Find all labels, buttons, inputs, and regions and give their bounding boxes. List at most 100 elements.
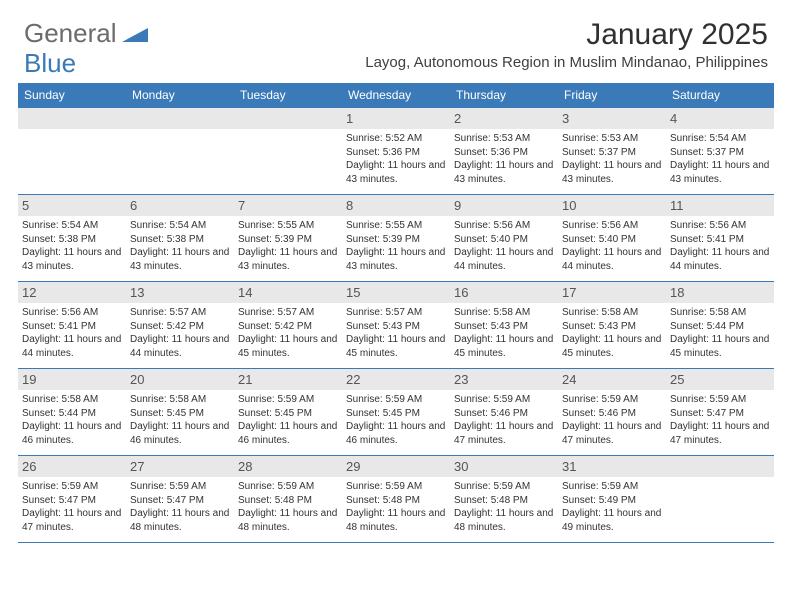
sunrise-text: Sunrise: 5:56 AM bbox=[22, 307, 98, 318]
date-number: 26 bbox=[18, 456, 126, 477]
daylight-text: Daylight: 11 hours and 44 minutes. bbox=[22, 334, 121, 359]
daylight-text: Daylight: 11 hours and 47 minutes. bbox=[22, 508, 121, 533]
daylight-text: Daylight: 11 hours and 46 minutes. bbox=[22, 421, 121, 446]
day-info: Sunrise: 5:59 AMSunset: 5:47 PMDaylight:… bbox=[22, 480, 122, 534]
calendar-cell: 7Sunrise: 5:55 AMSunset: 5:39 PMDaylight… bbox=[234, 195, 342, 281]
calendar-cell: 15 Sunrise: 5:57 AMSunset: 5:43 PMDayligh… bbox=[342, 282, 450, 368]
day-info: Sunrise: 5:57 AMSunset: 5:43 PMDaylight:… bbox=[346, 306, 446, 360]
sunrise-text: Sunrise: 5:59 AM bbox=[454, 394, 530, 405]
date-number: 30 bbox=[450, 456, 558, 477]
daylight-text: Daylight: 11 hours and 48 minutes. bbox=[346, 508, 445, 533]
day-info: Sunrise: 5:59 AMSunset: 5:45 PMDaylight:… bbox=[346, 393, 446, 447]
date-number: 29 bbox=[342, 456, 450, 477]
sunset-text: Sunset: 5:48 PM bbox=[346, 495, 420, 506]
weekday-label: Saturday bbox=[666, 83, 774, 107]
daylight-text: Daylight: 11 hours and 47 minutes. bbox=[670, 421, 769, 446]
day-info: Sunrise: 5:59 AMSunset: 5:46 PMDaylight:… bbox=[562, 393, 662, 447]
calendar-cell: 16Sunrise: 5:58 AMSunset: 5:43 PMDayligh… bbox=[450, 282, 558, 368]
date-number: 8 bbox=[342, 195, 450, 216]
date-number: 27 bbox=[126, 456, 234, 477]
logo-triangle-icon bbox=[122, 18, 148, 49]
calendar-cell: 24Sunrise: 5:59 AMSunset: 5:46 PMDayligh… bbox=[558, 369, 666, 455]
calendar-week: 1Sunrise: 5:52 AMSunset: 5:36 PMDaylight… bbox=[18, 107, 774, 194]
date-number: 23 bbox=[450, 369, 558, 390]
date-number: 9 bbox=[450, 195, 558, 216]
calendar-cell: 30Sunrise: 5:59 AMSunset: 5:48 PMDayligh… bbox=[450, 456, 558, 542]
calendar-cell bbox=[666, 456, 774, 542]
weekday-label: Wednesday bbox=[342, 83, 450, 107]
sunset-text: Sunset: 5:44 PM bbox=[22, 408, 96, 419]
weekday-label: Thursday bbox=[450, 83, 558, 107]
daylight-text: Daylight: 11 hours and 46 minutes. bbox=[346, 421, 445, 446]
daylight-text: Daylight: 11 hours and 43 minutes. bbox=[670, 160, 769, 185]
sunset-text: Sunset: 5:38 PM bbox=[130, 234, 204, 245]
date-number: 15 bbox=[342, 282, 450, 303]
daylight-text: Daylight: 11 hours and 44 minutes. bbox=[562, 247, 661, 272]
sunrise-text: Sunrise: 5:56 AM bbox=[562, 220, 638, 231]
sunrise-text: Sunrise: 5:59 AM bbox=[346, 481, 422, 492]
day-info: Sunrise: 5:54 AMSunset: 5:37 PMDaylight:… bbox=[670, 132, 770, 186]
date-number: 17 bbox=[558, 282, 666, 303]
calendar-cell: 2 Sunrise: 5:53 AMSunset: 5:36 PMDaylight… bbox=[450, 108, 558, 194]
sunset-text: Sunset: 5:40 PM bbox=[562, 234, 636, 245]
daylight-text: Daylight: 11 hours and 46 minutes. bbox=[238, 421, 337, 446]
day-info: Sunrise: 5:54 AMSunset: 5:38 PMDaylight:… bbox=[22, 219, 122, 273]
calendar-cell: 21Sunrise: 5:59 AMSunset: 5:45 PMDayligh… bbox=[234, 369, 342, 455]
day-info: Sunrise: 5:52 AMSunset: 5:36 PMDaylight:… bbox=[346, 132, 446, 186]
day-info: Sunrise: 5:59 AMSunset: 5:47 PMDaylight:… bbox=[130, 480, 230, 534]
sunrise-text: Sunrise: 5:58 AM bbox=[670, 307, 746, 318]
calendar-cell: 20Sunrise: 5:58 AMSunset: 5:45 PMDayligh… bbox=[126, 369, 234, 455]
daylight-text: Daylight: 11 hours and 48 minutes. bbox=[238, 508, 337, 533]
date-number: 12 bbox=[18, 282, 126, 303]
day-info: Sunrise: 5:55 AMSunset: 5:39 PMDaylight:… bbox=[238, 219, 338, 273]
sunset-text: Sunset: 5:49 PM bbox=[562, 495, 636, 506]
calendar-cell: 28Sunrise: 5:59 AMSunset: 5:48 PMDayligh… bbox=[234, 456, 342, 542]
day-info: Sunrise: 5:59 AMSunset: 5:48 PMDaylight:… bbox=[238, 480, 338, 534]
sunset-text: Sunset: 5:37 PM bbox=[670, 147, 744, 158]
daylight-text: Daylight: 11 hours and 45 minutes. bbox=[346, 334, 445, 359]
sunrise-text: Sunrise: 5:55 AM bbox=[238, 220, 314, 231]
calendar-cell: 31Sunrise: 5:59 AMSunset: 5:49 PMDayligh… bbox=[558, 456, 666, 542]
header: General January 2025 Layog, Autonomous R… bbox=[0, 0, 792, 75]
calendar-cell: 3 Sunrise: 5:53 AMSunset: 5:37 PMDaylight… bbox=[558, 108, 666, 194]
weekday-header: SundayMondayTuesdayWednesdayThursdayFrid… bbox=[18, 83, 774, 107]
calendar-cell: 1Sunrise: 5:52 AMSunset: 5:36 PMDaylight… bbox=[342, 108, 450, 194]
daylight-text: Daylight: 11 hours and 45 minutes. bbox=[238, 334, 337, 359]
sunset-text: Sunset: 5:47 PM bbox=[22, 495, 96, 506]
sunrise-text: Sunrise: 5:58 AM bbox=[130, 394, 206, 405]
sunrise-text: Sunrise: 5:59 AM bbox=[454, 481, 530, 492]
day-info: Sunrise: 5:56 AMSunset: 5:41 PMDaylight:… bbox=[670, 219, 770, 273]
daylight-text: Daylight: 11 hours and 43 minutes. bbox=[346, 247, 445, 272]
day-info: Sunrise: 5:55 AMSunset: 5:39 PMDaylight:… bbox=[346, 219, 446, 273]
calendar-cell: 17Sunrise: 5:58 AMSunset: 5:43 PMDayligh… bbox=[558, 282, 666, 368]
daylight-text: Daylight: 11 hours and 48 minutes. bbox=[454, 508, 553, 533]
sunrise-text: Sunrise: 5:59 AM bbox=[238, 394, 314, 405]
sunset-text: Sunset: 5:46 PM bbox=[562, 408, 636, 419]
date-number: 18 bbox=[666, 282, 774, 303]
sunset-text: Sunset: 5:38 PM bbox=[22, 234, 96, 245]
daylight-text: Daylight: 11 hours and 43 minutes. bbox=[238, 247, 337, 272]
sunset-text: Sunset: 5:47 PM bbox=[130, 495, 204, 506]
calendar-cell: 29 Sunrise: 5:59 AM Sunset: 5:48 PM Dayligh… bbox=[342, 456, 450, 542]
daylight-text: Daylight: 11 hours and 49 minutes. bbox=[562, 508, 661, 533]
calendar-cell: 13Sunrise: 5:57 AMSunset: 5:42 PMDayligh… bbox=[126, 282, 234, 368]
sunset-text: Sunset: 5:46 PM bbox=[454, 408, 528, 419]
date-number: 2 bbox=[450, 108, 558, 129]
daylight-text: Daylight: 11 hours and 44 minutes. bbox=[454, 247, 553, 272]
day-info: Sunrise: 5:57 AMSunset: 5:42 PMDaylight:… bbox=[130, 306, 230, 360]
day-info: Sunrise: 5:53 AMSunset: 5:37 PMDaylight:… bbox=[562, 132, 662, 186]
sunrise-text: Sunrise: 5:55 AM bbox=[346, 220, 422, 231]
empty-date bbox=[666, 456, 774, 477]
sunset-text: Sunset: 5:41 PM bbox=[670, 234, 744, 245]
sunrise-text: Sunrise: 5:59 AM bbox=[238, 481, 314, 492]
calendar-cell: 5Sunrise: 5:54 AMSunset: 5:38 PMDaylight… bbox=[18, 195, 126, 281]
date-number: 25 bbox=[666, 369, 774, 390]
day-info: Sunrise: 5:53 AMSunset: 5:36 PMDaylight:… bbox=[454, 132, 554, 186]
sunrise-text: Sunrise: 5:59 AM bbox=[346, 394, 422, 405]
date-number: 3 bbox=[558, 108, 666, 129]
day-info: Sunrise: 5:59 AMSunset: 5:49 PMDaylight:… bbox=[562, 480, 662, 534]
sunset-text: Sunset: 5:40 PM bbox=[454, 234, 528, 245]
date-number: 22 bbox=[342, 369, 450, 390]
sunset-text: Sunset: 5:43 PM bbox=[562, 321, 636, 332]
date-number: 16 bbox=[450, 282, 558, 303]
